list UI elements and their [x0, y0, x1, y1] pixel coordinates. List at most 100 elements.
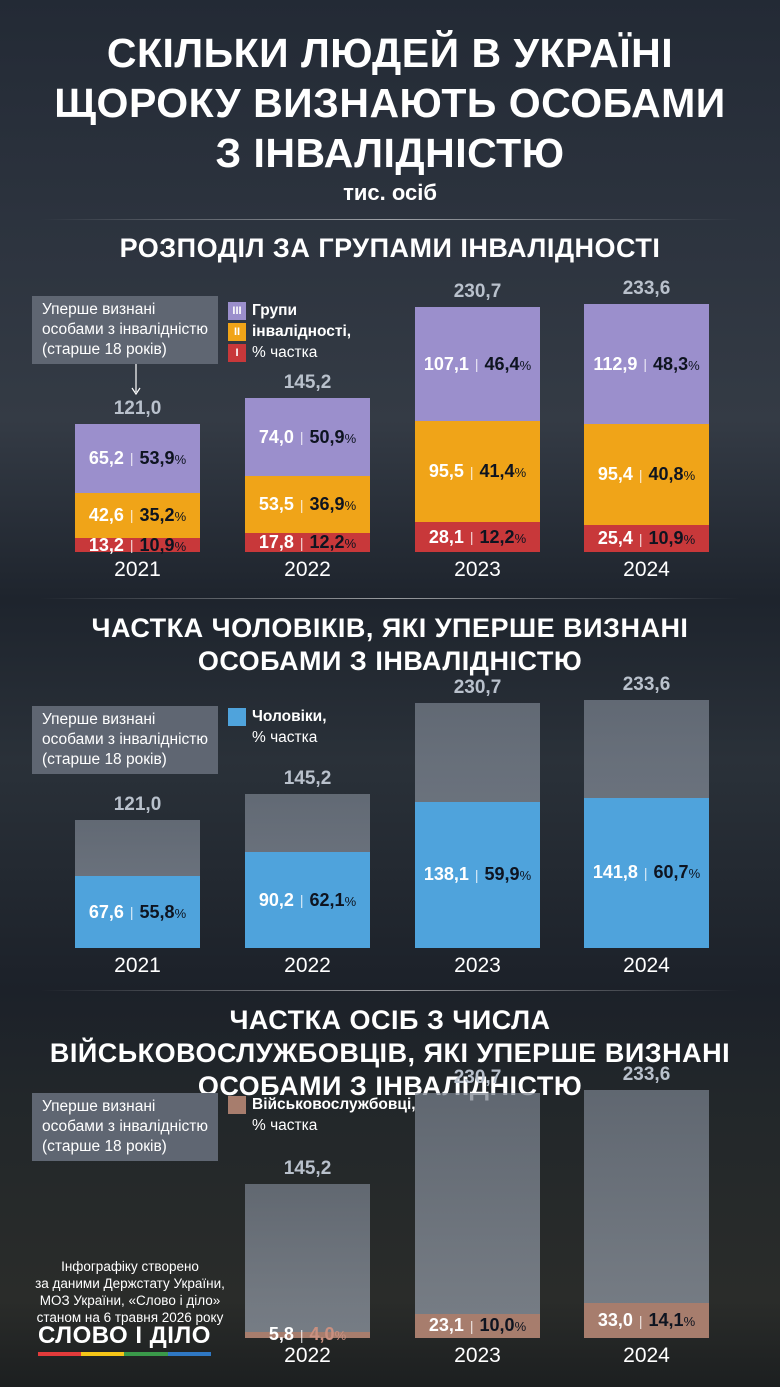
bar-share-label: 60,7%: [653, 862, 701, 883]
bar-segment: 42,6 | 35,2%: [75, 492, 200, 538]
value-separator: |: [129, 904, 134, 921]
bar-total-label: 230,7: [453, 1067, 502, 1089]
value-separator: |: [638, 1312, 643, 1329]
bar-share-label: 35,2%: [139, 504, 187, 525]
x-tick-label: 2023: [454, 1344, 501, 1367]
divider: [40, 990, 740, 991]
bar-value-label: 17,8: [258, 532, 294, 553]
x-tick-label: 2021: [114, 954, 161, 977]
source-line: станом на 6 травня 2026 року: [36, 1310, 224, 1325]
bar-segment: 74,0 | 50,9%: [245, 397, 370, 477]
main-title: СКІЛЬКИ ЛЮДЕЙ В УКРАЇНІ ЩОРОКУ ВИЗНАЮТЬ …: [0, 28, 780, 178]
section-title-military: ЧАСТКА ОСІБ З ЧИСЛА ВІЙСЬКОВОСЛУЖБОВЦІВ,…: [0, 1004, 780, 1103]
legend-row: % частка: [228, 1115, 416, 1136]
bar-total: 25,4 | 10,9% 95,4 | 40,8% 112,9 | 48,3%: [584, 304, 709, 552]
bar-share-label: 14,1%: [648, 1310, 696, 1330]
legend-label: інвалідності,: [252, 323, 352, 340]
note-line: (старше 18 років): [42, 341, 167, 358]
legend-label: % частка: [252, 729, 318, 746]
bar-value-label: 25,4: [597, 528, 633, 549]
bar-segment: 95,4 | 40,8%: [584, 423, 709, 526]
bar-segment: 95,5 | 41,4%: [415, 420, 540, 523]
note-line: особами з інвалідністю: [42, 1118, 209, 1135]
bar-share-label: 12,2%: [479, 526, 527, 547]
legend-row: III Групи: [228, 300, 351, 321]
bar-total: 33,0 | 14,1%: [584, 1090, 709, 1338]
legend-men: Чоловіки, % частка: [228, 706, 327, 748]
value-separator: |: [299, 429, 304, 446]
bar-segment: 25,4 | 10,9%: [584, 525, 709, 552]
bar-segment: 67,6 | 55,8%: [75, 876, 200, 948]
bar-total-label: 230,7: [453, 281, 502, 303]
note-line: Уперше визнані: [42, 1098, 156, 1115]
bar-total-label: 233,6: [622, 278, 671, 300]
value-separator: |: [638, 530, 643, 547]
legend-label: Чоловіки,: [252, 708, 327, 725]
first-time-note: Уперше визнані особами з інвалідністю (с…: [32, 296, 218, 364]
note-line: Уперше визнані: [42, 711, 156, 728]
bar-value-label: 23,1: [428, 1315, 464, 1336]
bar-value-label: 42,6: [88, 504, 124, 525]
first-time-note: Уперше визнані особами з інвалідністю (с…: [32, 1093, 218, 1161]
bar-value-label: 67,6: [88, 901, 124, 922]
bar-value-label: 138,1: [423, 864, 469, 885]
bar-total: 28,1 | 12,2% 95,5 | 41,4% 107,1 | 46,4%: [415, 307, 540, 552]
x-tick-label: 2023: [454, 558, 501, 581]
bar-total: 17,8 | 12,2% 53,5 | 36,9% 74,0 | 50,9%: [245, 397, 370, 553]
note-line: особами з інвалідністю: [42, 321, 209, 338]
bar-segment: 23,1 | 10,0%: [415, 1313, 540, 1338]
bar-share-label: 53,9%: [139, 447, 187, 468]
legend-swatch-men: [228, 707, 246, 726]
brand-logo-text: СЛОВО І ДІЛО: [38, 1322, 211, 1349]
source-line: за даними Держстату України,: [35, 1276, 225, 1291]
bar-share-label: 59,9%: [484, 864, 532, 885]
legend-row: I % частка: [228, 342, 351, 363]
first-time-note: Уперше визнані особами з інвалідністю (с…: [32, 706, 218, 774]
bar-segment: 112,9 | 48,3%: [584, 304, 709, 424]
bar-share-label: 55,8%: [139, 901, 187, 922]
bar-total: 5,8 | 4,0%: [245, 1184, 370, 1344]
bar-total-label: 145,2: [283, 768, 332, 790]
brand-logo: СЛОВО І ДІЛО: [38, 1322, 211, 1356]
value-separator: |: [299, 1326, 304, 1343]
value-separator: |: [638, 466, 643, 483]
divider: [40, 219, 740, 220]
bar-total-label: 145,2: [283, 372, 332, 394]
legend-label: Групи: [252, 302, 297, 319]
bar-total-label: 233,6: [622, 1064, 671, 1086]
note-line: (старше 18 років): [42, 751, 167, 768]
bar-share-label: 48,3%: [653, 353, 700, 374]
source-line: МОЗ України, «Слово і діло»: [39, 1293, 221, 1308]
bar-share-label: 36,9%: [309, 494, 357, 515]
bar-segment: 141,8 | 60,7%: [584, 797, 709, 948]
value-separator: |: [643, 864, 648, 881]
bar-segment: 17,8 | 12,2%: [245, 532, 370, 553]
bar-value-label: 13,2: [88, 534, 124, 555]
section-title-groups: РОЗПОДІЛ ЗА ГРУПАМИ ІНВАЛІДНОСТІ: [119, 233, 661, 263]
unit-label: тис. осіб: [343, 180, 437, 205]
note-line: (старше 18 років): [42, 1138, 167, 1155]
bar-total-label: 145,2: [283, 1158, 332, 1180]
bar-segment: 5,8 | 4,0%: [245, 1324, 370, 1344]
legend-row: % частка: [228, 727, 327, 748]
bar-value-label: 28,1: [428, 526, 464, 547]
bar-value-label: 65,2: [88, 447, 124, 468]
section-title-military-text: ЧАСТКА ОСІБ З ЧИСЛА ВІЙСЬКОВОСЛУЖБОВЦІВ,…: [49, 1005, 731, 1101]
bar-segment: 138,1 | 59,9%: [415, 801, 540, 948]
bar-total: 138,1 | 59,9%: [415, 703, 540, 948]
bar-value-label: 141,8: [592, 862, 638, 883]
bar-total: 90,2 | 62,1%: [245, 794, 370, 948]
brand-logo-stripe: [38, 1352, 211, 1356]
section-title-men-text: ЧАСТКА ЧОЛОВІКІВ, ЯКІ УПЕРШЕ ВИЗНАНІ ОСО…: [91, 613, 689, 676]
legend-label: % частка: [252, 1117, 318, 1134]
x-tick-label: 2024: [623, 1344, 670, 1367]
bar-share-label: 10,0%: [479, 1315, 527, 1336]
main-title-line-3: З ІНВАЛІДНІСТЮ: [215, 130, 565, 176]
bar-value-label: 74,0: [258, 426, 294, 447]
legend-swatch-group-ii: II: [228, 322, 246, 341]
bar-total-label: 121,0: [113, 793, 162, 815]
x-tick-label: 2023: [454, 954, 501, 977]
x-tick-label: 2022: [284, 954, 331, 977]
bar-value-label: 107,1: [423, 353, 469, 374]
bar-segment: 33,0 | 14,1%: [584, 1303, 709, 1338]
